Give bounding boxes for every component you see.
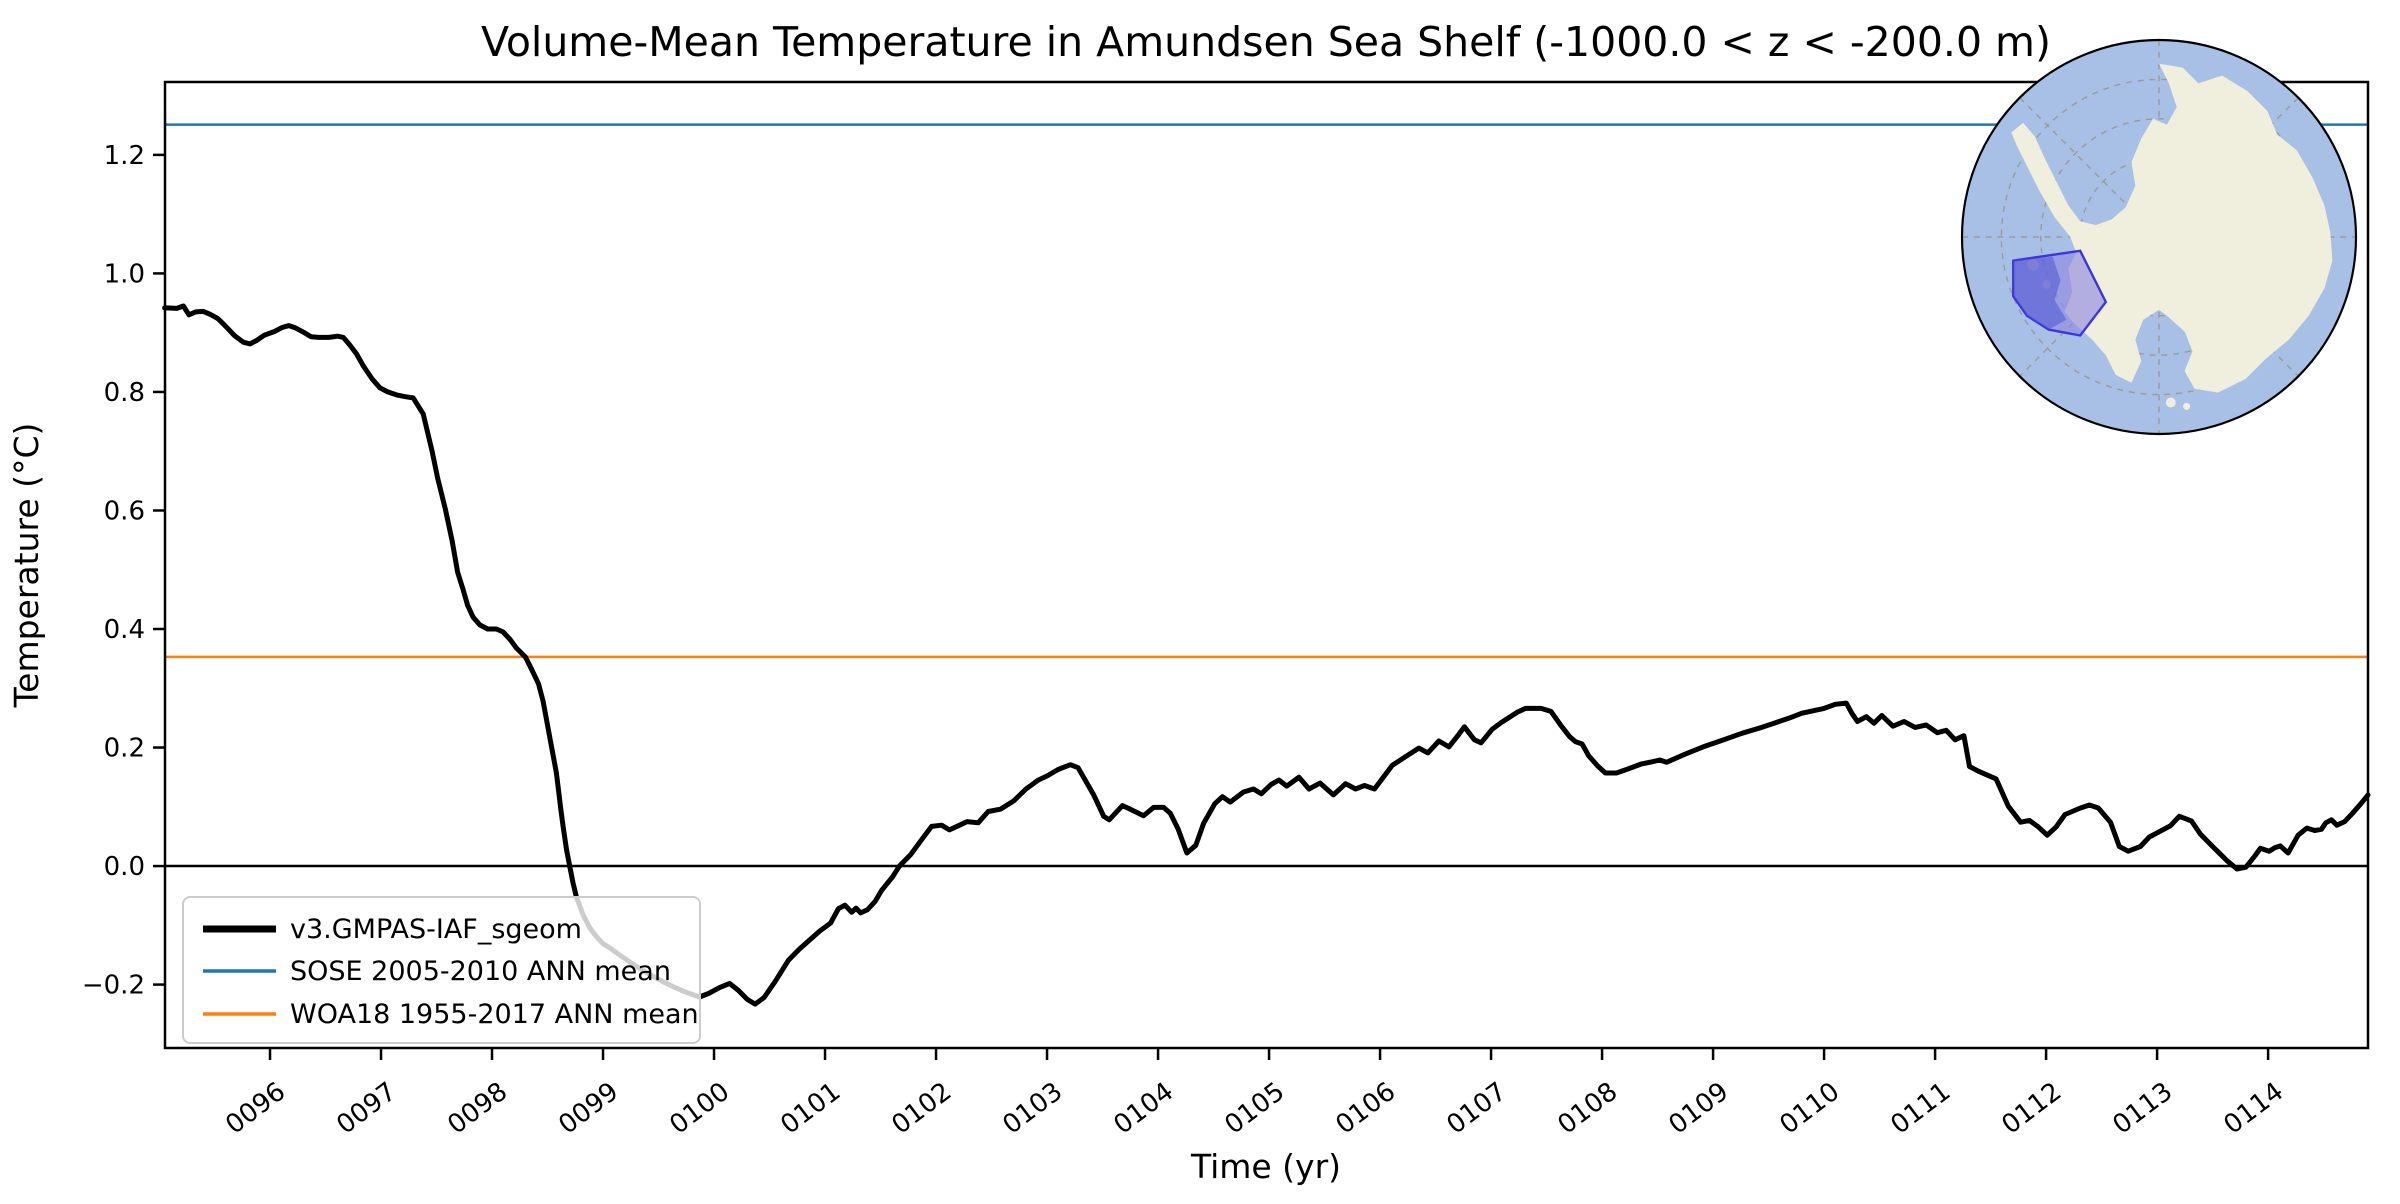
x-tick-label: 0097	[331, 1077, 402, 1141]
legend-label-series: v3.GMPAS-IAF_sgeom	[290, 914, 582, 945]
x-tick-label: 0113	[2107, 1077, 2178, 1141]
x-tick-label: 0104	[1108, 1077, 1179, 1141]
legend: v3.GMPAS-IAF_sgeom SOSE 2005-2010 ANN me…	[182, 896, 701, 1044]
y-axis-label: Temperature (°C)	[7, 423, 46, 709]
island	[2183, 402, 2191, 410]
legend-label-sose: SOSE 2005-2010 ANN mean	[290, 956, 671, 987]
inset-map	[1960, 38, 2358, 436]
x-tick-label: 0106	[1330, 1077, 1401, 1141]
x-tick-label: 0096	[220, 1077, 291, 1141]
legend-label-woa18: WOA18 1955-2017 ANN mean	[290, 999, 699, 1030]
amundsen-region-ocean-part	[2013, 256, 2067, 330]
y-tick-label: 1.2	[104, 141, 145, 171]
x-axis-label: Time (yr)	[1190, 1147, 1341, 1186]
x-tick-label: 0112	[1996, 1077, 2067, 1141]
x-tick-label: 0109	[1663, 1077, 1734, 1141]
y-tick-label: 0.4	[104, 615, 145, 645]
legend-frame	[182, 896, 701, 1044]
series-v3.GMPAS-IAF_sgeom	[162, 303, 2371, 1007]
x-tick-label: 0114	[2218, 1077, 2289, 1141]
x-tick-label: 0110	[1774, 1077, 1845, 1141]
x-tick-label: 0101	[775, 1077, 846, 1141]
y-tick-label: 0.0	[104, 852, 145, 882]
chart-title: Volume-Mean Temperature in Amundsen Sea …	[481, 18, 2051, 66]
inset-map-border	[1960, 38, 2358, 436]
y-tick-label: 0.8	[104, 378, 145, 408]
x-tick-label: 0098	[442, 1077, 513, 1141]
island	[2165, 397, 2176, 408]
x-tick-label: 0102	[886, 1077, 957, 1141]
data-series-layer	[162, 303, 2371, 1007]
x-tick-label: 0111	[1885, 1077, 1956, 1141]
y-tick-label: 1.0	[104, 259, 145, 289]
x-tick-label: 0099	[553, 1077, 624, 1141]
plot-border	[163, 80, 2370, 1050]
x-tick-label: 0103	[997, 1077, 1068, 1141]
y-tick-label: 0.6	[104, 496, 145, 526]
y-tick-label: −0.2	[82, 971, 145, 1001]
x-tick-label: 0107	[1441, 1077, 1512, 1141]
x-tick-label: 0108	[1552, 1077, 1623, 1141]
x-tick-label: 0105	[1219, 1077, 1290, 1141]
x-tick-label: 0100	[664, 1077, 735, 1141]
y-tick-label: 0.2	[104, 734, 145, 764]
